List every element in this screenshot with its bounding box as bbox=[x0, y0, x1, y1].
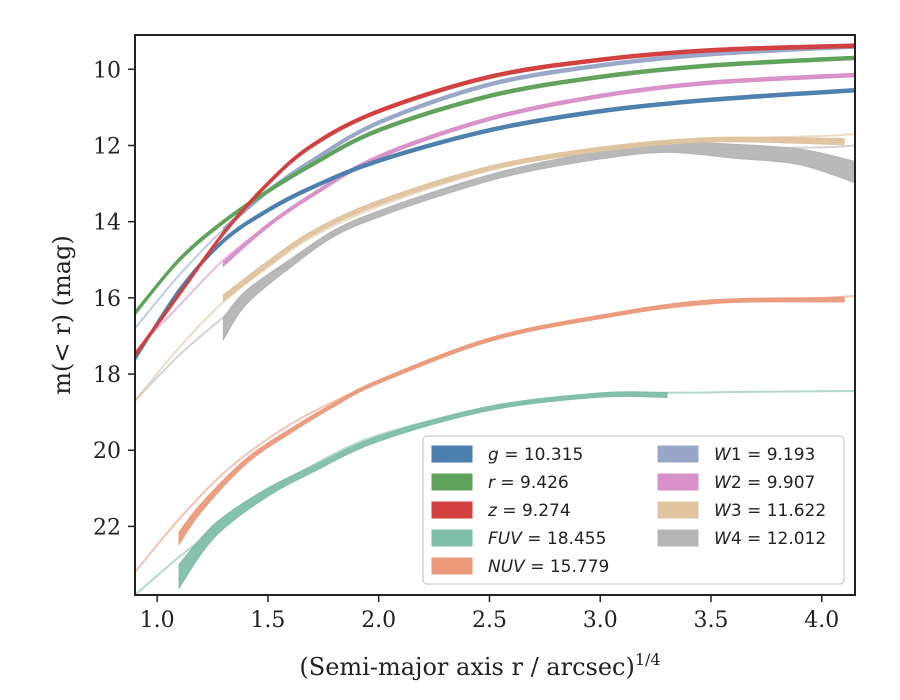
x-axis-title: (Semi-major axis r / arcsec)1/4 bbox=[299, 650, 660, 681]
legend-swatch-w1 bbox=[657, 445, 699, 463]
y-tick-label: 20 bbox=[93, 439, 121, 464]
legend-label-g: g = 10.315 bbox=[488, 445, 583, 465]
data-band-r bbox=[135, 55, 855, 316]
legend-label-fuv: FUV = 18.455 bbox=[488, 529, 606, 549]
x-axis-ticks: 1.0 1.5 2.0 2.5 3.0 3.5 4.0 bbox=[140, 595, 839, 633]
x-tick-label: 1.0 bbox=[140, 608, 175, 633]
x-tick-label: 3.5 bbox=[694, 608, 729, 633]
y-tick-label: 18 bbox=[93, 363, 121, 388]
legend-swatch-r bbox=[431, 473, 473, 491]
data-band-nuv bbox=[178, 297, 845, 546]
x-tick-label: 2.0 bbox=[361, 608, 396, 633]
data-band-z bbox=[135, 43, 855, 358]
legend-swatch-w2 bbox=[657, 473, 699, 491]
legend-label-w3: W3 = 11.622 bbox=[714, 501, 826, 521]
legend-label-w2: W2 = 9.907 bbox=[714, 473, 815, 493]
legend-label-w4: W4 = 12.012 bbox=[714, 529, 826, 549]
y-tick-label: 14 bbox=[93, 211, 121, 236]
legend-box bbox=[422, 435, 845, 585]
legend-label-w1: W1 = 9.193 bbox=[714, 445, 815, 465]
y-tick-label: 22 bbox=[93, 515, 121, 540]
data-bands bbox=[135, 43, 855, 590]
legend-swatch-g bbox=[431, 445, 473, 463]
legend-swatch-w4 bbox=[657, 529, 699, 547]
data-band-g bbox=[135, 87, 855, 362]
y-axis-ticks: 10 12 14 16 18 20 22 bbox=[93, 58, 135, 540]
legend-swatch-nuv bbox=[431, 557, 473, 575]
legend: g = 10.315 r = 9.426 z = 9.274 FUV = 18.455… bbox=[422, 435, 845, 585]
data-band-fuv bbox=[178, 391, 668, 590]
x-axis-title-exponent: 1/4 bbox=[635, 650, 661, 669]
data-band-w3 bbox=[222, 136, 845, 303]
legend-swatch-fuv bbox=[431, 529, 473, 547]
x-tick-label: 4.0 bbox=[804, 608, 839, 633]
y-tick-label: 16 bbox=[93, 287, 121, 312]
y-axis-title: m(< r) (mag) bbox=[48, 235, 76, 394]
data-band-w1 bbox=[222, 44, 855, 233]
legend-swatch-w3 bbox=[657, 501, 699, 519]
legend-label-r: r = 9.426 bbox=[488, 473, 569, 493]
y-tick-label: 12 bbox=[93, 134, 121, 159]
y-tick-label: 10 bbox=[93, 58, 121, 83]
x-tick-label: 1.5 bbox=[250, 608, 285, 633]
legend-swatch-z bbox=[431, 501, 473, 519]
x-tick-label: 2.5 bbox=[472, 608, 507, 633]
data-band-w4 bbox=[222, 141, 855, 342]
plot-frame bbox=[134, 34, 856, 596]
legend-label-nuv: NUV = 15.779 bbox=[488, 557, 609, 577]
x-axis-title-text: (Semi-major axis r / arcsec) bbox=[299, 653, 634, 681]
legend-label-z: z = 9.274 bbox=[487, 501, 571, 521]
x-tick-label: 3.0 bbox=[583, 608, 618, 633]
